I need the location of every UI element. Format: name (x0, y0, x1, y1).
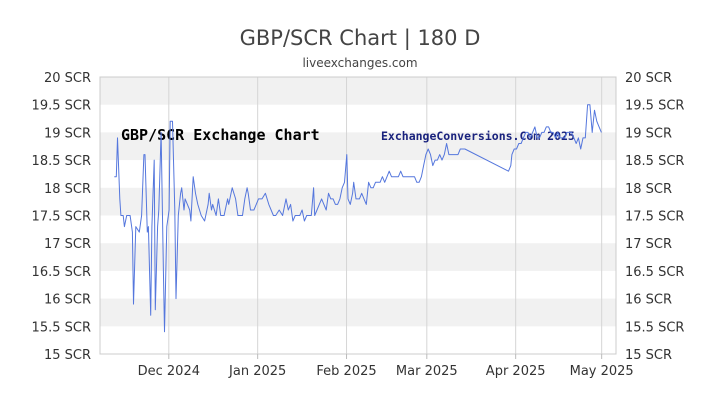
grid-band (100, 243, 616, 271)
y-tick-label-right: 19 SCR (625, 126, 672, 141)
y-tick-label-right: 17.5 SCR (625, 210, 684, 225)
y-tick-label-right: 20 SCR (625, 71, 672, 86)
y-tick-label-left: 20 SCR (44, 71, 91, 86)
y-tick-label-left: 19.5 SCR (32, 99, 91, 114)
y-tick-label-right: 16.5 SCR (625, 265, 684, 280)
x-tick-label: Mar 2025 (396, 364, 458, 379)
x-tick-label: Feb 2025 (316, 364, 376, 379)
y-tick-label-right: 17 SCR (625, 237, 672, 252)
y-tick-label-left: 15 SCR (44, 348, 91, 363)
y-tick-label-right: 18 SCR (625, 182, 672, 197)
grid-band (100, 187, 616, 216)
y-tick-label-left: 16.5 SCR (32, 265, 91, 280)
y-tick-label-left: 17 SCR (44, 237, 91, 252)
y-tick-label-left: 19 SCR (44, 126, 91, 141)
plot-frame (99, 76, 617, 355)
grid-band (100, 77, 616, 105)
y-tick-label-right: 15.5 SCR (625, 320, 684, 335)
y-tick-label-left: 15.5 SCR (32, 320, 91, 335)
y-axis-right: 20 SCR 19.5 SCR 19 SCR 18.5 SCR 18 SCR 17.5 S… (625, 71, 684, 363)
y-tick-label-left: 18 SCR (44, 182, 91, 197)
chart-subtitle: liveexchanges.com (302, 56, 418, 70)
series-line (114, 104, 602, 333)
y-tick-label-right: 18.5 SCR (625, 154, 684, 169)
x-tick-label: Jan 2025 (228, 364, 286, 379)
x-tick-label: Dec 2024 (138, 364, 200, 379)
y-tick-label-right: 19.5 SCR (625, 99, 684, 114)
watermark-right: ExchangeConversions.Com 2025 (381, 129, 575, 143)
y-tick-label-left: 18.5 SCR (32, 154, 91, 169)
x-tick-label: May 2025 (570, 364, 634, 379)
y-tick-label-left: 17.5 SCR (32, 210, 91, 225)
chart-title: GBP/SCR Chart | 180 D (239, 26, 481, 50)
y-tick-label-left: 16 SCR (44, 293, 91, 308)
watermark-left: GBP/SCR Exchange Chart (121, 126, 320, 144)
y-axis-left: 20 SCR 19.5 SCR 19 SCR 18.5 SCR 18 SCR 17.5 S… (32, 71, 91, 363)
grid-bands (100, 77, 616, 327)
x-tick-label: Apr 2025 (486, 364, 546, 379)
x-axis: Dec 2024 Jan 2025 Feb 2025 Mar 2025 Apr 2025… (138, 354, 634, 379)
y-tick-label-right: 15 SCR (625, 348, 672, 363)
grid-band (100, 298, 616, 327)
y-tick-label-right: 16 SCR (625, 293, 672, 308)
